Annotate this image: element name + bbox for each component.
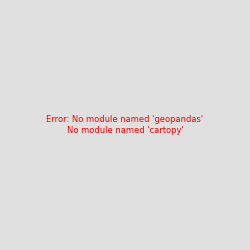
Text: Error: No module named 'geopandas'
No module named 'cartopy': Error: No module named 'geopandas' No mo…	[46, 115, 203, 135]
